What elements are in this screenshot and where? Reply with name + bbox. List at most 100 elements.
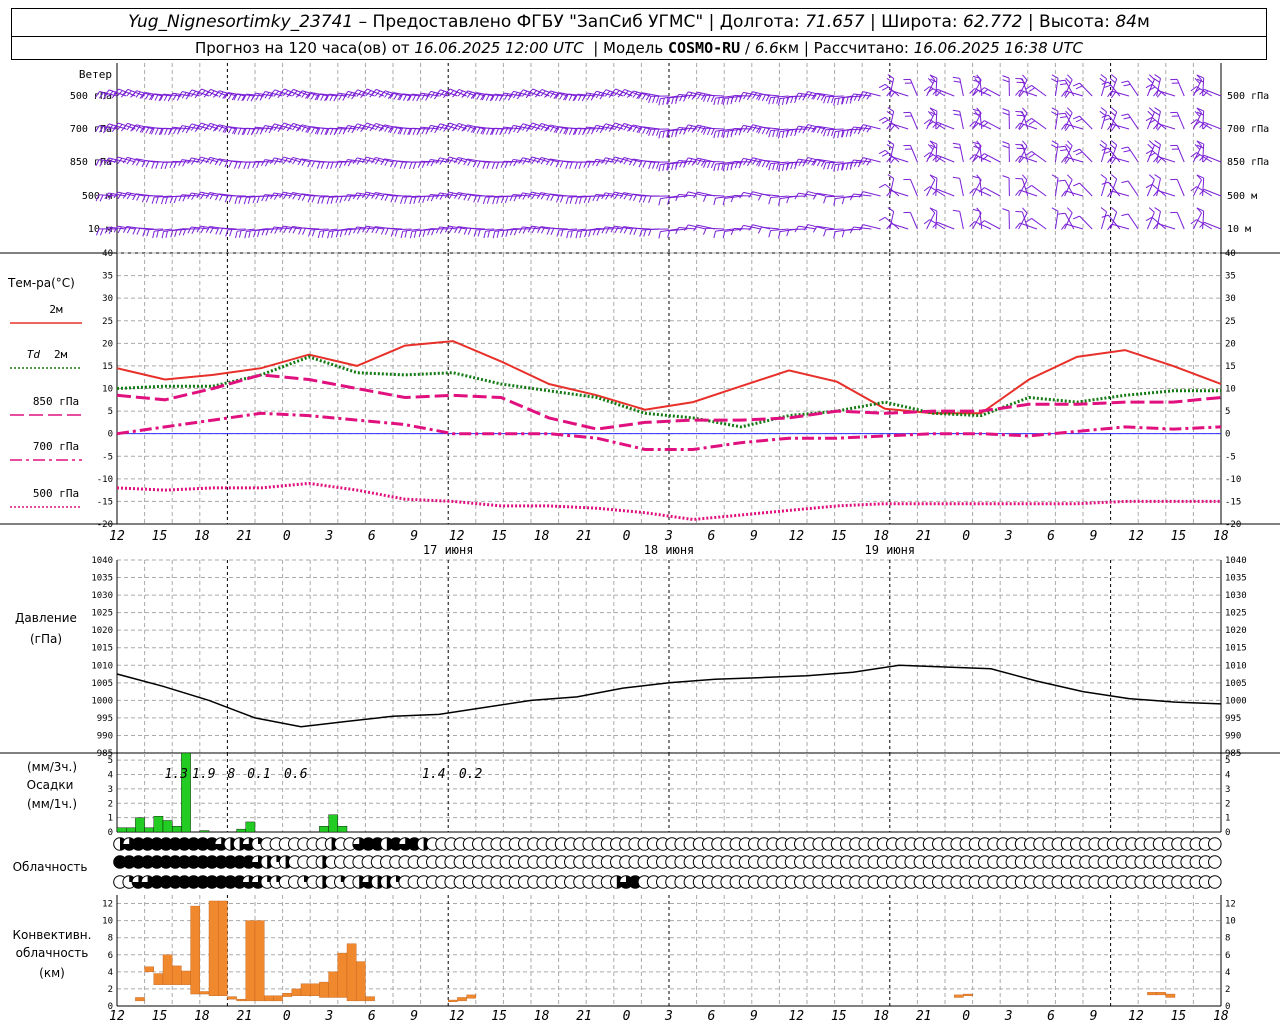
wind-barb-flag <box>104 157 110 165</box>
forecast-prefix: Прогноз на 120 часа(ов) от <box>194 39 410 57</box>
wind-barb-staff <box>218 227 237 230</box>
wind-barb-flag <box>1199 122 1205 128</box>
precip-tick-right: 2 <box>1225 799 1230 809</box>
wind-barb-flag <box>858 124 864 131</box>
wind-barb-flag <box>1002 145 1010 149</box>
wind-barb-flag <box>95 159 100 167</box>
wind-barb-flag <box>1061 223 1067 230</box>
wind-barb-flag <box>282 124 289 131</box>
cloud-fill-part <box>398 837 412 851</box>
wind-barb-flag <box>841 130 844 138</box>
wind-barb-staff <box>935 111 938 130</box>
wind-barb-flag <box>104 89 110 96</box>
wind-barb-flag <box>752 158 757 165</box>
cloud-fill-part <box>132 875 145 889</box>
wind-barb-flag <box>927 121 934 127</box>
conv-bar <box>319 981 329 998</box>
wind-barb-flag <box>435 123 441 130</box>
wind-barb-flag <box>648 162 652 169</box>
wind-barb-staff <box>935 178 938 197</box>
wind-barb-flag <box>722 98 726 106</box>
wind-barb-flag <box>1064 157 1070 164</box>
wind-barb-staff <box>310 228 329 231</box>
conv-bar <box>1165 993 1176 998</box>
wind-barb-flag <box>218 91 224 98</box>
wind-barb-flag <box>117 226 122 234</box>
wind-barb-flag <box>1028 87 1036 93</box>
wind-barb-flag <box>448 124 454 130</box>
wind-level-label-left: 500 гПа <box>70 91 112 102</box>
wind-barb-flag <box>108 158 113 165</box>
wind-barb-flag <box>1022 74 1028 81</box>
wind-barb-flag <box>658 131 661 139</box>
precip-amount-label: 1.4 <box>422 767 445 782</box>
wind-barb-staff <box>979 111 983 130</box>
cloud-fill-full <box>224 855 237 869</box>
wind-barb-flag <box>1002 79 1010 83</box>
temperature-hour-tick: 6 <box>368 529 376 544</box>
wind-barb-flag <box>765 160 770 168</box>
wind-barb-flag <box>757 226 762 234</box>
wind-barb-flag <box>458 226 463 234</box>
wind-barb-staff <box>929 186 946 197</box>
wind-barb-flag <box>1145 83 1153 89</box>
wind-barb-flag <box>632 159 638 166</box>
wind-barb-flag <box>104 123 110 130</box>
temperature-tick-right: -15 <box>1225 497 1241 507</box>
alt-label: Высота: <box>1039 12 1110 32</box>
wind-barb-flag <box>321 230 325 238</box>
wind-barb-flag <box>525 92 532 99</box>
wind-barb-flag <box>242 128 247 135</box>
wind-barb-flag <box>122 192 128 199</box>
wind-barb-flag <box>496 230 500 238</box>
wind-barb-flag <box>973 112 981 116</box>
wind-barb-flag <box>229 229 233 237</box>
cloud-fill-full <box>187 875 200 889</box>
precip-bar <box>236 828 247 833</box>
wind-barb-flag <box>833 131 836 139</box>
temperature-tick-left: 5 <box>108 407 113 417</box>
wind-barb-flag <box>495 94 500 102</box>
conv-bar <box>337 952 348 998</box>
wind-barb-flag <box>866 93 872 100</box>
wind-barb-flag <box>495 128 500 135</box>
lon-label: Долгота: <box>719 12 800 32</box>
wind-barb-flag <box>444 225 450 233</box>
wind-barb-staff <box>99 194 118 197</box>
wind-barb-flag <box>1148 119 1156 124</box>
wind-barb-staff <box>1157 156 1176 163</box>
wind-barb-flag <box>356 124 362 131</box>
wind-barb-flag <box>194 125 200 133</box>
wind-barb-flag <box>555 160 560 168</box>
wind-barb-staff <box>255 92 274 97</box>
wind-barb-flag <box>632 91 638 98</box>
wind-barb-flag <box>173 161 178 169</box>
wind-barb-flag <box>717 163 720 171</box>
wind-barb-flag <box>549 159 555 166</box>
wind-barb-flag <box>641 93 647 100</box>
lat-value: 62.772 <box>963 12 1023 32</box>
wind-barb-flag <box>466 91 472 98</box>
wind-barb-flag <box>1022 174 1028 181</box>
wind-barb-flag <box>1190 86 1197 92</box>
wind-barb-staff <box>1110 144 1118 163</box>
pressure-tick-right: 1030 <box>1225 591 1247 601</box>
wind-barb-flag <box>730 128 735 136</box>
wind-barb-flag <box>627 125 633 132</box>
wind-barb-flag <box>268 93 274 100</box>
wind-barb-staff <box>706 127 725 130</box>
wind-barb-staff <box>926 79 936 97</box>
precip-grid <box>116 753 1222 833</box>
wind-barb-flag <box>610 156 616 163</box>
wind-barb-flag <box>1196 144 1204 149</box>
wind-barb-flag <box>721 163 724 171</box>
wind-barb-staff <box>191 226 210 230</box>
wind-barb-staff <box>974 188 992 197</box>
cloud-fill-full <box>187 837 200 851</box>
wind-barb-staff <box>1192 79 1202 97</box>
wind-barb-flag <box>1018 124 1025 131</box>
wind-barb-flag <box>675 94 680 102</box>
wind-barb-flag <box>560 229 564 237</box>
wind-barb-flag <box>525 125 531 132</box>
wind-barb-flag <box>351 126 356 134</box>
